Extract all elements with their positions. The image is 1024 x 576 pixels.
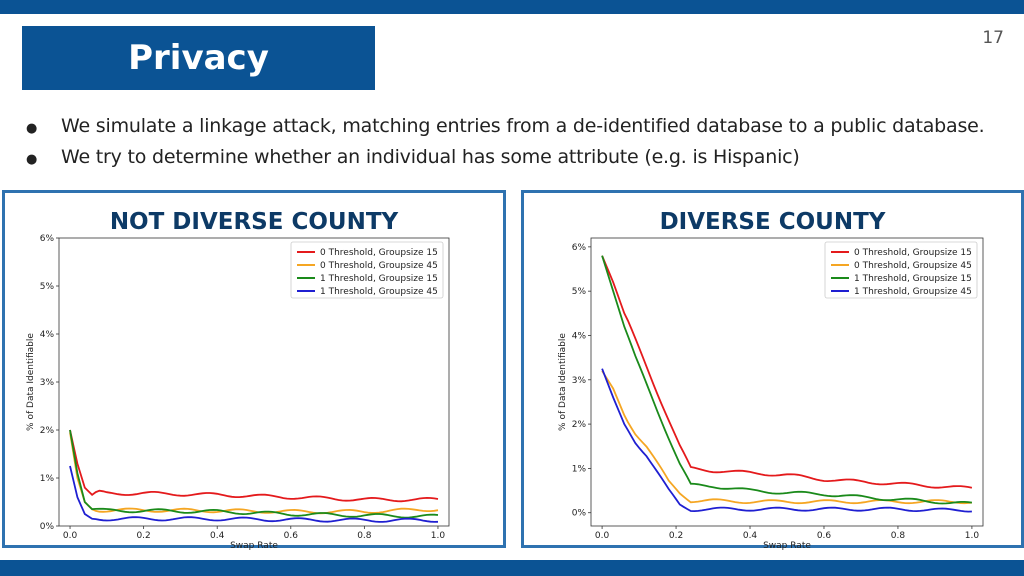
legend-label: 0 Threshold, Groupsize 45	[320, 261, 438, 271]
y-tick-label: 0%	[572, 509, 587, 519]
bullet-dot-icon: ●	[26, 121, 38, 136]
legend-box	[290, 241, 444, 299]
y-axis-label: % of Data Identifiable	[26, 333, 36, 431]
bullet-text: We simulate a linkage attack, matching e…	[61, 115, 985, 137]
x-tick-label: 0.0	[63, 531, 78, 541]
legend-label: 1 Threshold, Groupsize 15	[854, 274, 972, 284]
bullet-item: ● We simulate a linkage attack, matching …	[26, 112, 985, 143]
x-tick-label: 0.2	[136, 531, 150, 541]
legend-label: 0 Threshold, Groupsize 15	[854, 248, 972, 258]
y-tick-label: 0%	[40, 522, 55, 532]
y-tick-label: 2%	[572, 420, 587, 430]
y-tick-label: 2%	[40, 426, 55, 436]
y-tick-label: 5%	[40, 282, 55, 292]
chart-title: NOT DIVERSE COUNTY	[109, 209, 399, 235]
bullet-list: ● We simulate a linkage attack, matching …	[26, 112, 985, 174]
y-tick-label: 3%	[572, 376, 587, 386]
series-line	[601, 255, 973, 489]
series-line	[601, 255, 973, 505]
x-tick-label: 0.4	[743, 531, 758, 541]
y-tick-label: 4%	[572, 331, 587, 341]
x-tick-label: 1.0	[431, 531, 446, 541]
x-tick-label: 0.2	[669, 531, 683, 541]
x-tick-label: 0.6	[284, 531, 299, 541]
y-tick-label: 6%	[40, 234, 55, 244]
x-tick-label: 0.8	[357, 531, 372, 541]
bottom-accent-bar	[0, 560, 1024, 576]
y-tick-label: 1%	[40, 474, 55, 484]
y-tick-label: 3%	[40, 378, 55, 388]
bullet-text: We try to determine whether an individua…	[61, 146, 800, 168]
y-tick-label: 1%	[572, 464, 587, 474]
x-tick-label: 0.4	[210, 531, 225, 541]
legend-label: 1 Threshold, Groupsize 45	[854, 287, 972, 297]
y-axis-label: % of Data Identifiable	[558, 333, 568, 431]
series-line	[69, 465, 439, 523]
y-tick-label: 6%	[572, 243, 587, 253]
slide-title: Privacy	[128, 38, 269, 78]
legend-label: 1 Threshold, Groupsize 45	[320, 287, 438, 297]
x-tick-label: 0.8	[891, 531, 906, 541]
x-tick-label: 0.0	[595, 531, 610, 541]
chart-panel-not-diverse: NOT DIVERSE COUNTY 0% 1% 2% 3% 4% 5% 6% 0.0 0.2 0…	[2, 190, 506, 551]
y-tick-label: 4%	[40, 330, 55, 340]
title-banner: Privacy	[22, 26, 375, 90]
top-accent-bar	[0, 0, 1024, 14]
legend-box	[824, 241, 978, 299]
bullet-item: ● We try to determine whether an individu…	[26, 143, 985, 174]
series-line	[601, 370, 972, 505]
legend-label: 0 Threshold, Groupsize 15	[320, 248, 438, 258]
series-line	[69, 432, 439, 515]
x-axis-label: Swap Rate	[763, 541, 811, 551]
page-number: 17	[982, 28, 1004, 48]
chart-panel-diverse: DIVERSE COUNTY 0% 1% 2% 3% 4% 5% 6% 0.0 0.2 0.4 0.…	[521, 190, 1024, 551]
chart-not-diverse: 0% 1% 2% 3% 4% 5% 6% 0.0 0.2 0.4 0.6 0.8 1.0 Swap Rat…	[26, 234, 450, 551]
y-tick-label: 5%	[572, 287, 587, 297]
x-tick-label: 0.6	[817, 531, 832, 541]
x-axis-label: Swap Rate	[230, 541, 278, 551]
series-line	[601, 368, 972, 513]
chart-diverse: 0% 1% 2% 3% 4% 5% 6% 0.0 0.2 0.4 0.6 0.8 1.0 Swap Rat…	[558, 237, 984, 551]
series-line	[69, 429, 439, 503]
legend-label: 1 Threshold, Groupsize 15	[320, 274, 438, 284]
x-tick-label: 1.0	[965, 531, 980, 541]
bullet-dot-icon: ●	[26, 152, 38, 167]
legend-label: 0 Threshold, Groupsize 45	[854, 261, 972, 271]
series-line	[69, 429, 439, 519]
chart-title: DIVERSE COUNTY	[659, 209, 886, 235]
